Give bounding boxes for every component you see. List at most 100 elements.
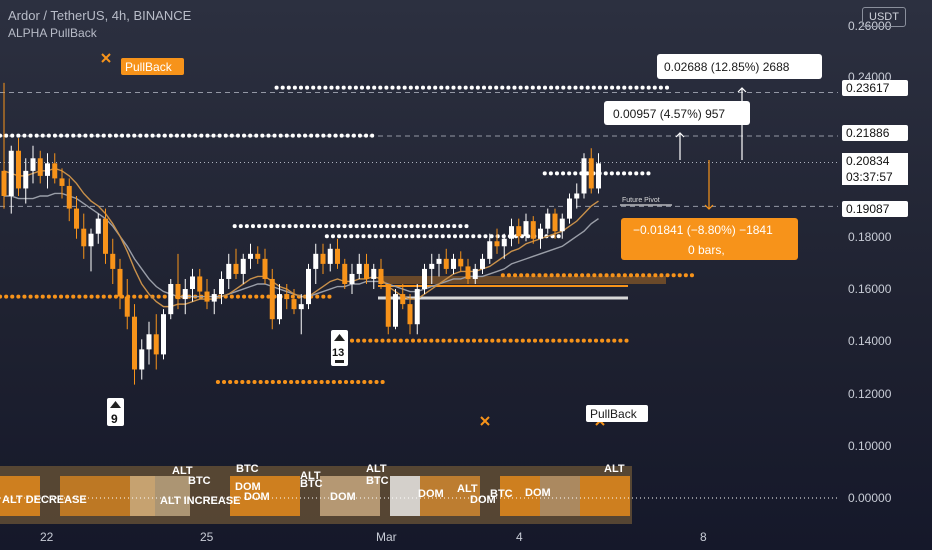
- candle-body: [103, 218, 108, 254]
- candle-body: [255, 253, 261, 259]
- lower-panel-label: DOM: [235, 481, 261, 493]
- lower-panel-segment: [130, 476, 190, 516]
- price-tick-label: 0.14000: [848, 334, 892, 348]
- candle-body: [472, 268, 478, 279]
- last-price-tag-bg: [842, 153, 908, 185]
- lower-panel-segment: [390, 476, 420, 516]
- future-pivot-label: Future Pivot: [622, 197, 660, 204]
- lower-panel-segment: [230, 476, 300, 516]
- lower-panel-segment: [320, 476, 380, 516]
- candle-body: [211, 294, 217, 302]
- level-tag-0.21886-bg: [842, 125, 908, 141]
- lower-panel-segment: [580, 476, 630, 516]
- candle-body: [66, 185, 72, 209]
- candle-body: [335, 248, 340, 264]
- last-price-tag: 0.20834: [846, 154, 890, 168]
- lower-panel-segment: [500, 476, 540, 516]
- count-label-9: 9: [111, 412, 118, 426]
- measure-down-text-1: −0.01841 (−8.80%) −1841: [633, 223, 773, 237]
- candle-body: [240, 258, 246, 274]
- candle-body: [16, 150, 21, 189]
- price-tick-label: 0.16000: [848, 282, 892, 296]
- candle-body: [153, 334, 159, 355]
- count-dash: [335, 360, 344, 363]
- measure-down-text-2: 0 bars,: [688, 243, 725, 257]
- price-tick-label: 0.18000: [848, 230, 892, 244]
- candle-body: [538, 228, 543, 239]
- candle-body: [124, 296, 130, 317]
- pullback-label-top: PullBack: [125, 60, 173, 74]
- count-tag-13: [331, 330, 348, 366]
- lower-panel-label: BTC: [300, 478, 323, 490]
- candle-body: [443, 258, 449, 269]
- candle-body: [204, 291, 210, 302]
- count-tag-9: [107, 398, 124, 426]
- candle-body: [487, 241, 493, 259]
- lower-panel-label: DOM: [525, 487, 551, 499]
- candle-body: [45, 163, 50, 176]
- lower-panel-label: ALT INCREASE: [160, 495, 240, 507]
- lower-panel-label: ALT: [366, 463, 387, 475]
- candle-body: [349, 273, 355, 284]
- candle-body: [291, 299, 297, 310]
- lower-panel-label: BTC: [236, 463, 259, 475]
- candle-body: [313, 253, 319, 269]
- time-axis-label: 8: [700, 530, 707, 544]
- indicator-name: ALPHA PullBack: [8, 26, 97, 40]
- currency-button[interactable]: USDT: [862, 7, 906, 27]
- measure-down-arrow-head: [704, 204, 714, 210]
- candle-body: [567, 198, 572, 219]
- price-tick-label: 0.00000: [848, 491, 892, 505]
- lower-panel-segment: [540, 476, 580, 516]
- candle-body: [509, 226, 514, 239]
- candle-body: [574, 193, 580, 199]
- candle-body: [385, 284, 391, 327]
- candle-body: [197, 276, 203, 292]
- candle-body: [414, 289, 420, 325]
- price-tick-label: 0.10000: [848, 439, 892, 453]
- candle-body: [146, 334, 152, 350]
- lower-panel-label: DOM: [244, 491, 270, 503]
- level-tag-0.19087: 0.19087: [846, 202, 890, 216]
- candle-body: [545, 213, 551, 229]
- candle-body: [277, 294, 282, 320]
- lower-panel-segment: [420, 476, 480, 516]
- price-tick-label: 0.12000: [848, 387, 892, 401]
- count-label-13: 13: [332, 347, 344, 359]
- candle-body: [95, 218, 101, 234]
- candle-body: [132, 316, 137, 370]
- candle-body: [429, 263, 435, 269]
- candle-body: [52, 163, 58, 179]
- measure-up-small-text: 0.00957 (4.57%) 957: [613, 107, 725, 121]
- lower-panel-segment: [0, 476, 40, 516]
- candle-body: [117, 268, 123, 297]
- candle-body: [1, 170, 7, 196]
- level-tag-0.21886: 0.21886: [846, 126, 890, 140]
- candle-body: [139, 349, 145, 370]
- level-tag-0.23617: 0.23617: [846, 81, 890, 95]
- candle-body: [306, 268, 311, 305]
- candle-body: [175, 284, 181, 300]
- candle-body: [30, 158, 36, 171]
- candle-body: [422, 268, 427, 290]
- lower-panel-label: BTC: [188, 475, 211, 487]
- lower-panel-label: DOM: [330, 491, 356, 503]
- candle-body: [269, 278, 275, 320]
- candle-body: [581, 158, 587, 194]
- lower-panel-label: DOM: [470, 494, 496, 506]
- pullback-label-bottom: PullBack: [590, 407, 638, 421]
- level-tag-0.23617-bg: [842, 80, 908, 96]
- candle-body: [494, 241, 500, 247]
- candle-body: [182, 289, 188, 300]
- lower-panel-label: ALT: [457, 483, 478, 495]
- candle-body: [110, 253, 116, 269]
- lower-panel-label: ALT DECREASE: [2, 494, 87, 506]
- lower-panel-label: ALT: [300, 470, 321, 482]
- candle-body: [458, 258, 464, 267]
- candle-body: [436, 258, 442, 264]
- candle-body: [523, 221, 529, 237]
- candle-body: [516, 226, 522, 237]
- candle-body: [393, 294, 398, 327]
- candle-body: [327, 248, 333, 264]
